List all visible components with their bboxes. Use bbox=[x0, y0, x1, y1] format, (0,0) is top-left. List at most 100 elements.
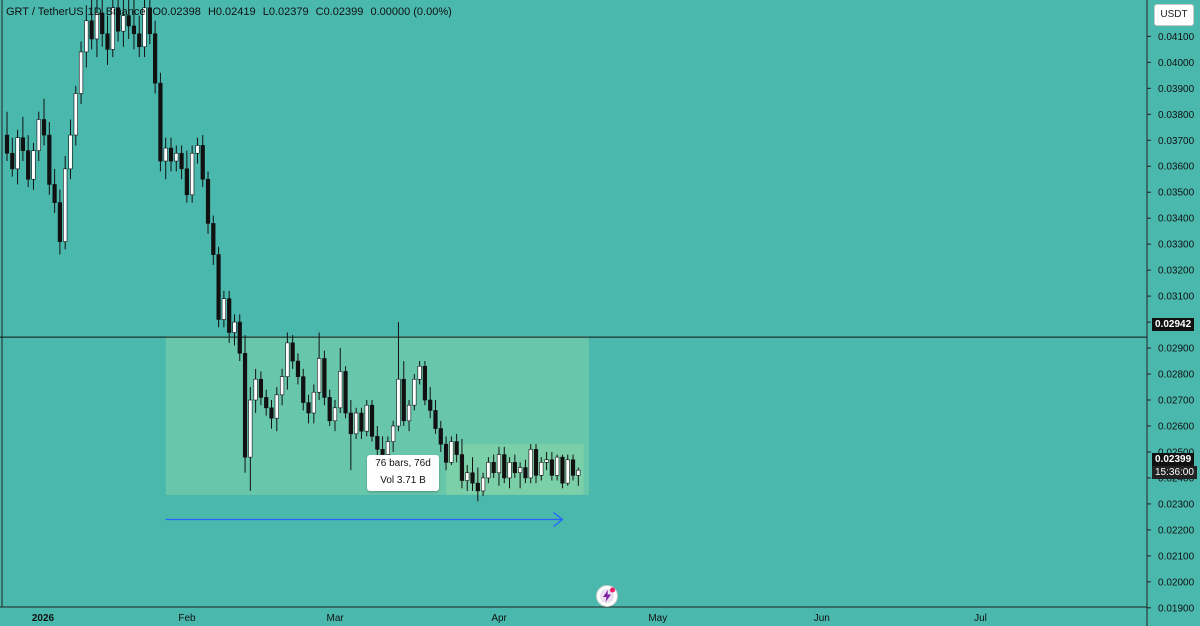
candle bbox=[89, 0, 94, 50]
last-price-tag: 0.02399 bbox=[1152, 453, 1195, 466]
candle-body bbox=[406, 404, 412, 422]
measure-bars: 76 bars, 76d bbox=[375, 458, 431, 469]
candle-body bbox=[486, 462, 491, 479]
candle bbox=[68, 119, 73, 180]
candle-body bbox=[89, 20, 94, 40]
candle bbox=[200, 135, 205, 188]
candle bbox=[311, 384, 316, 424]
candle-body bbox=[105, 33, 110, 50]
candle bbox=[560, 454, 565, 489]
candle bbox=[401, 361, 406, 426]
candle bbox=[52, 168, 57, 213]
candle bbox=[41, 98, 47, 146]
bar-countdown-tag: 15:36:00 bbox=[1152, 466, 1197, 479]
candle-body bbox=[237, 321, 242, 354]
candle bbox=[290, 335, 295, 369]
price-tick-label: 0.03500 bbox=[1158, 188, 1195, 199]
candle bbox=[544, 451, 549, 471]
open-value: O0.02398 bbox=[152, 6, 201, 18]
candle-body bbox=[496, 454, 502, 474]
candle-body bbox=[78, 51, 84, 94]
candle-body bbox=[36, 119, 41, 151]
candle bbox=[36, 111, 41, 162]
candle-body bbox=[258, 378, 264, 398]
candle bbox=[396, 322, 401, 432]
candle-body bbox=[94, 12, 100, 40]
candle bbox=[253, 368, 258, 414]
candle-body bbox=[52, 184, 57, 203]
candle-body bbox=[131, 25, 137, 35]
candle bbox=[105, 15, 110, 65]
candle bbox=[523, 459, 528, 484]
candle bbox=[528, 444, 533, 484]
candle bbox=[502, 446, 507, 484]
price-tick-label: 0.04000 bbox=[1158, 58, 1195, 69]
candle bbox=[168, 137, 174, 172]
candle-body bbox=[480, 477, 486, 492]
candle-body bbox=[295, 360, 301, 377]
measure-tooltip: 76 bars, 76d Vol 3.71 B bbox=[367, 455, 439, 491]
candle-body bbox=[428, 399, 433, 411]
price-tick-label: 0.02200 bbox=[1158, 525, 1195, 536]
candle bbox=[110, 0, 115, 58]
candle-body bbox=[221, 298, 226, 320]
candle-body bbox=[343, 371, 348, 414]
candle-body bbox=[465, 472, 470, 481]
candle bbox=[475, 467, 480, 502]
candle bbox=[486, 457, 491, 484]
candle bbox=[480, 472, 486, 497]
candle bbox=[147, 0, 152, 45]
candle-body bbox=[565, 459, 570, 484]
candle-body bbox=[560, 456, 565, 484]
candle bbox=[576, 467, 581, 486]
price-tick-label: 0.02800 bbox=[1158, 370, 1195, 381]
candle-body bbox=[269, 407, 274, 419]
candle-body bbox=[417, 365, 422, 380]
price-tick-label: 0.01900 bbox=[1158, 603, 1195, 614]
price-tick-label: 0.02000 bbox=[1158, 577, 1195, 588]
price-tick-label: 0.02300 bbox=[1158, 499, 1195, 510]
price-tick-label: 0.03400 bbox=[1158, 214, 1195, 225]
candle-body bbox=[518, 467, 523, 474]
candle-body bbox=[470, 472, 475, 484]
candle bbox=[73, 85, 78, 146]
candle bbox=[412, 374, 417, 411]
price-tick-label: 0.03200 bbox=[1158, 266, 1195, 277]
candle-body bbox=[332, 407, 338, 422]
candle-body bbox=[364, 404, 369, 432]
candle-body bbox=[264, 397, 269, 409]
price-tick-label: 0.03600 bbox=[1158, 162, 1195, 173]
candle-body bbox=[253, 378, 258, 401]
candle-body bbox=[73, 93, 78, 136]
candle-body bbox=[443, 443, 449, 463]
candle-body bbox=[523, 467, 528, 479]
interval-label: 1D bbox=[87, 6, 102, 18]
candle bbox=[306, 394, 311, 424]
candle-body bbox=[274, 394, 279, 419]
candle-body bbox=[348, 412, 353, 435]
candle-body bbox=[380, 449, 385, 455]
candle-body bbox=[205, 178, 211, 224]
candle bbox=[428, 387, 433, 419]
lightning-icon[interactable] bbox=[596, 585, 618, 607]
candle-body bbox=[137, 33, 142, 48]
candle bbox=[348, 400, 353, 471]
currency-button[interactable]: USDT bbox=[1154, 4, 1194, 26]
candle-body bbox=[354, 412, 359, 435]
price-tick-label: 0.02500 bbox=[1158, 447, 1195, 458]
candle-body bbox=[4, 134, 10, 154]
candle bbox=[137, 15, 142, 58]
candle-body bbox=[338, 371, 343, 409]
candle bbox=[248, 387, 253, 491]
candle-body bbox=[47, 134, 52, 185]
candle bbox=[237, 314, 242, 362]
candle-body bbox=[190, 152, 195, 196]
candle-body bbox=[227, 298, 232, 333]
candle bbox=[317, 332, 322, 401]
candle-body bbox=[126, 15, 131, 27]
candle bbox=[565, 454, 570, 486]
symbol-label[interactable]: GRT / TetherUS bbox=[6, 6, 84, 18]
candle bbox=[332, 400, 338, 432]
candle-body bbox=[26, 150, 31, 180]
